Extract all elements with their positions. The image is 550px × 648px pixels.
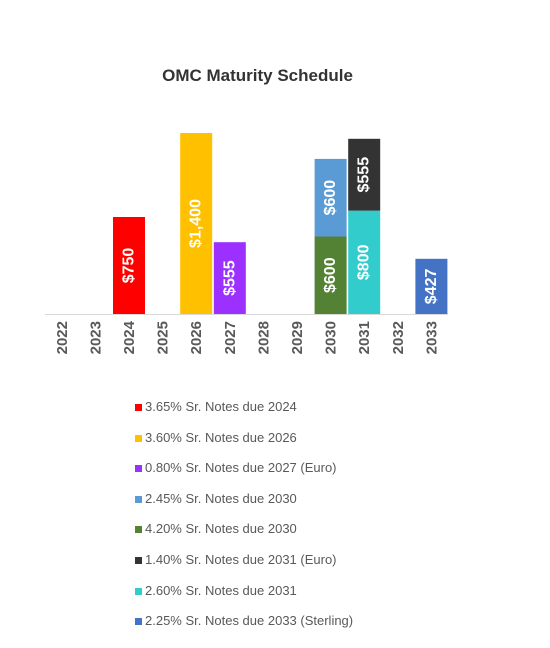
- legend-swatch: [135, 434, 142, 442]
- x-tick-label-2026: 2026: [188, 321, 205, 354]
- bar-2024-series-0: [113, 217, 145, 314]
- data-label-2024-series-0: $750: [121, 248, 138, 284]
- x-tick-label-2025: 2025: [155, 321, 172, 354]
- x-tick-label-2027: 2027: [222, 321, 239, 354]
- x-tick-label-2028: 2028: [255, 321, 272, 354]
- data-label-2030-series-3: $600: [322, 257, 339, 293]
- legend-swatch: [135, 587, 142, 595]
- legend-swatch: [135, 404, 142, 411]
- chart-title: OMC Maturity Schedule: [162, 66, 353, 85]
- legend-label: 3.65% Sr. Notes due 2024: [145, 399, 297, 414]
- data-label-2033-series-7: $427: [423, 269, 440, 305]
- bar-2030-series-3: [314, 236, 347, 314]
- legend-swatch: [135, 495, 142, 503]
- data-label-2026-series-1: $1,400: [188, 199, 205, 248]
- data-label-2031-series-5: $800: [356, 244, 373, 280]
- x-tick-label-2032: 2032: [390, 321, 407, 354]
- data-label-2030-series-4: $600: [322, 180, 339, 216]
- bar-2026-series-1: [180, 133, 213, 314]
- data-label-2027-series-2: $555: [221, 260, 238, 296]
- legend-label: 2.25% Sr. Notes due 2033 (Sterling): [145, 613, 354, 629]
- bar-2031-series-5: [348, 210, 381, 314]
- legend-label: 4.20% Sr. Notes due 2030: [145, 521, 297, 537]
- x-tick-label-2031: 2031: [356, 321, 373, 354]
- legend-swatch: [135, 557, 142, 564]
- x-tick-label-2033: 2033: [423, 321, 440, 354]
- x-tick-label-2030: 2030: [323, 321, 340, 354]
- legend-label: 2.60% Sr. Notes due 2031: [145, 582, 297, 598]
- x-tick-label-2023: 2023: [87, 321, 104, 354]
- bar-2033-series-7: [415, 258, 448, 314]
- legend-swatch: [135, 618, 142, 626]
- legend-label: 3.60% Sr. Notes due 2026: [145, 429, 297, 445]
- legend-label: 1.40% Sr. Notes due 2031 (Euro): [145, 552, 337, 567]
- x-tick-label-2024: 2024: [121, 320, 138, 354]
- legend-swatch: [135, 526, 142, 534]
- bar-2027-series-2: [213, 242, 246, 314]
- legend-swatch: [135, 465, 142, 473]
- data-label-2031-series-6: $555: [356, 157, 373, 193]
- legend-label: 2.45% Sr. Notes due 2030: [145, 490, 297, 506]
- bar-2031-series-6: [348, 138, 381, 211]
- x-tick-label-2029: 2029: [289, 321, 306, 354]
- x-tick-label-2022: 2022: [54, 321, 71, 354]
- legend-label: 0.80% Sr. Notes due 2027 (Euro): [145, 460, 337, 476]
- bar-2030-series-4: [314, 158, 347, 237]
